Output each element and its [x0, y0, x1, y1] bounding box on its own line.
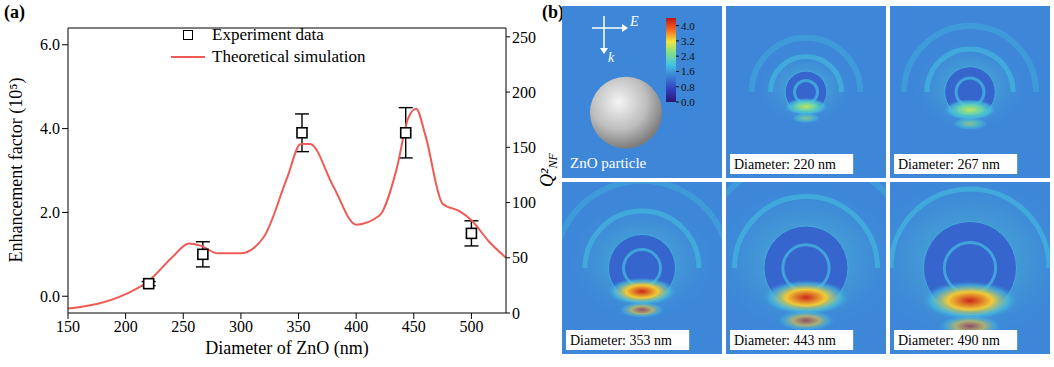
svg-text:(b): (b)	[542, 2, 564, 23]
svg-text:450: 450	[402, 318, 426, 335]
html-text:²: ²	[536, 168, 557, 174]
html-text:Theoretical simulation: Theoretical simulation	[212, 47, 366, 66]
html-text:Diameter of ZnO (nm): Diameter of ZnO (nm)	[205, 338, 369, 358]
html-text:NF: NF	[546, 153, 561, 169]
svg-text:200: 200	[114, 318, 138, 335]
svg-text:6.0: 6.0	[40, 36, 60, 53]
svg-text:4.0: 4.0	[681, 20, 695, 32]
svg-text:2.4: 2.4	[681, 50, 695, 62]
svg-text:350: 350	[287, 318, 311, 335]
svg-text:3.2: 3.2	[681, 35, 695, 47]
svg-text:0.0: 0.0	[40, 288, 60, 305]
html-text:Enhancement factor (10⁵): Enhancement factor (10⁵)	[5, 77, 26, 263]
svg-text:Diameter: 267 nm: Diameter: 267 nm	[898, 157, 1000, 172]
svg-text:50: 50	[512, 249, 528, 266]
svg-text:0: 0	[512, 305, 520, 322]
html-text:(a): (a)	[4, 2, 25, 22]
svg-text:Diameter: 353 nm: Diameter: 353 nm	[570, 333, 672, 348]
svg-text:200: 200	[512, 84, 536, 101]
svg-text:Diameter: 443 nm: Diameter: 443 nm	[734, 333, 836, 348]
svg-text:4.0: 4.0	[40, 120, 60, 137]
svg-text:0.8: 0.8	[681, 81, 695, 93]
svg-text:k: k	[608, 50, 615, 65]
svg-text:400: 400	[344, 318, 368, 335]
html-text:Q: Q	[536, 173, 557, 187]
svg-text:Diameter: 490 nm: Diameter: 490 nm	[898, 333, 1000, 348]
svg-text:1.6: 1.6	[681, 65, 695, 77]
svg-text:100: 100	[512, 194, 536, 211]
svg-text:150: 150	[56, 318, 80, 335]
svg-text:250: 250	[171, 318, 195, 335]
svg-text:150: 150	[512, 139, 536, 156]
svg-text:500: 500	[459, 318, 483, 335]
svg-text:2.0: 2.0	[40, 204, 60, 221]
svg-text:250: 250	[512, 29, 536, 46]
svg-text:300: 300	[229, 318, 253, 335]
svg-text:E: E	[629, 14, 639, 29]
svg-text:0.0: 0.0	[681, 96, 695, 108]
html-text:Experiment data: Experiment data	[212, 25, 324, 44]
svg-text:Diameter: 220 nm: Diameter: 220 nm	[734, 157, 836, 172]
svg-text:ZnO particle: ZnO particle	[570, 155, 647, 171]
